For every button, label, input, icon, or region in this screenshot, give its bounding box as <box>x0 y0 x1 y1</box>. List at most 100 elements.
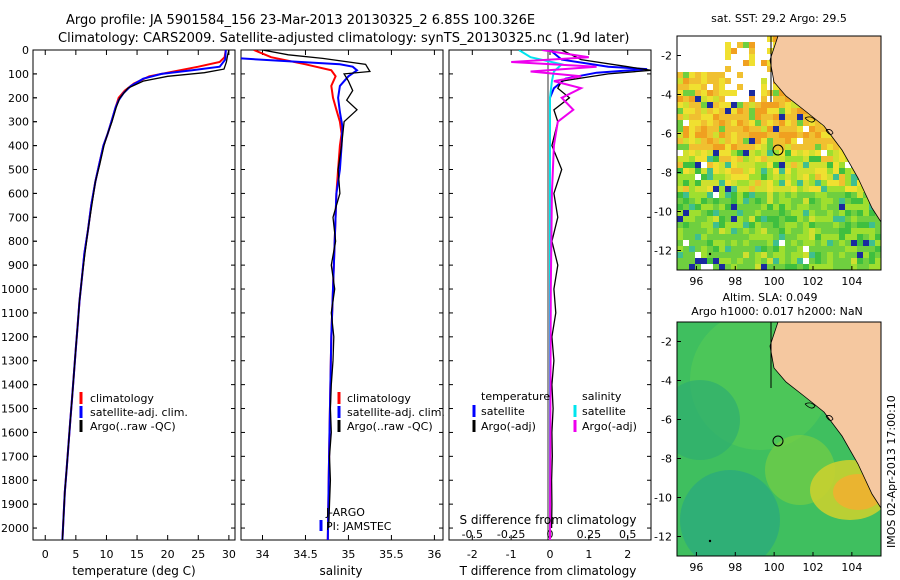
sst-cell <box>773 150 779 156</box>
sst-cell <box>803 120 809 126</box>
sst-cell <box>677 144 683 150</box>
sst-cell <box>767 192 773 198</box>
sst-cell <box>695 264 701 270</box>
x-tick-label-top: -0.5 <box>462 528 483 541</box>
sst-cell <box>833 252 839 258</box>
annotation-jargo: J-ARGO <box>325 506 365 519</box>
sst-cell <box>677 168 683 174</box>
sst-cell <box>701 186 707 192</box>
salinity-legend: climatology satellite-adj. clim. Argo(..… <box>319 392 445 533</box>
depth-tick-label: 1300 <box>1 355 29 368</box>
sst-cell <box>875 264 881 270</box>
sst-cell <box>725 222 731 228</box>
sst-cell <box>839 204 845 210</box>
sst-cell <box>833 246 839 252</box>
sst-cell <box>677 84 683 90</box>
sst-cell <box>737 162 743 168</box>
sst-cell <box>833 228 839 234</box>
sst-cell <box>821 210 827 216</box>
sst-cell <box>809 174 815 180</box>
sst-cell <box>689 192 695 198</box>
sst-cell <box>767 150 773 156</box>
sst-cell <box>707 132 713 138</box>
sst-cell <box>713 96 719 102</box>
sst-cell <box>767 186 773 192</box>
sst-cell <box>743 252 749 258</box>
sst-cell <box>761 234 767 240</box>
sst-cell <box>839 258 845 264</box>
sst-cell <box>713 204 719 210</box>
sst-cell <box>779 162 785 168</box>
sst-cell <box>725 162 731 168</box>
sst-cell <box>767 240 773 246</box>
sst-cell <box>761 186 767 192</box>
sst-cell <box>743 150 749 156</box>
sst-cell <box>839 174 845 180</box>
sst-cell <box>791 240 797 246</box>
difference-series <box>511 50 651 540</box>
sst-cell <box>713 156 719 162</box>
depth-tick-label: 1800 <box>1 474 29 487</box>
sst-cell <box>755 120 761 126</box>
sst-cell <box>725 252 731 258</box>
sst-cell <box>749 132 755 138</box>
sst-cell <box>773 216 779 222</box>
sst-cell <box>677 222 683 228</box>
sst-cell <box>869 216 875 222</box>
sst-cell <box>743 120 749 126</box>
sst-cell <box>833 234 839 240</box>
sst-cell <box>869 228 875 234</box>
sst-cell <box>707 234 713 240</box>
sst-cell <box>755 264 761 270</box>
sst-cell <box>833 204 839 210</box>
sst-cell <box>683 120 689 126</box>
sst-cell <box>707 240 713 246</box>
sst-cell <box>857 264 863 270</box>
sst-cell <box>737 180 743 186</box>
sst-cell <box>755 150 761 156</box>
sst-cell <box>791 120 797 126</box>
sst-cell <box>719 246 725 252</box>
sst-cell <box>845 192 851 198</box>
sst-cell <box>845 264 851 270</box>
sst-cell <box>695 168 701 174</box>
sst-cell <box>701 126 707 132</box>
sst-cell <box>701 258 707 264</box>
sst-cell <box>701 210 707 216</box>
sst-cell <box>845 162 851 168</box>
sst-cell <box>803 174 809 180</box>
sst-cell <box>839 222 845 228</box>
sst-cell <box>725 54 731 60</box>
sst-cell <box>755 192 761 198</box>
sla-map-area <box>677 322 881 556</box>
sst-cell <box>785 108 791 114</box>
sst-cell <box>683 210 689 216</box>
sst-cell <box>749 174 755 180</box>
x-tick-label: 1 <box>585 548 592 561</box>
sst-cell <box>767 60 773 66</box>
sst-cell <box>851 210 857 216</box>
sst-cell <box>785 228 791 234</box>
sst-cell <box>713 246 719 252</box>
sst-cell <box>815 258 821 264</box>
sst-cell <box>773 120 779 126</box>
sst-cell <box>839 198 845 204</box>
sst-cell <box>809 222 815 228</box>
sst-cell <box>749 216 755 222</box>
sst-cell <box>845 174 851 180</box>
sst-cell <box>815 204 821 210</box>
sst-cell <box>761 90 767 96</box>
sla-map-title: Altim. SLA: 0.049 <box>722 291 817 304</box>
sla-island <box>804 402 816 409</box>
sst-cell <box>737 156 743 162</box>
sst-cell <box>725 168 731 174</box>
sst-cell <box>791 228 797 234</box>
sst-cell <box>701 96 707 102</box>
sst-cell <box>755 228 761 234</box>
sst-island <box>825 129 834 135</box>
sst-cell <box>857 228 863 234</box>
sst-cell <box>713 198 719 204</box>
sst-cell <box>761 240 767 246</box>
sst-cell <box>869 252 875 258</box>
sst-cell <box>773 138 779 144</box>
